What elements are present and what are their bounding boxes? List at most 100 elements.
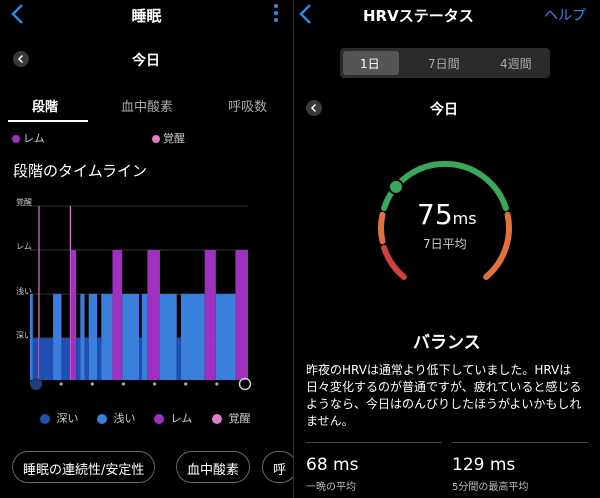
overnight-average-value: 68 ms	[306, 455, 359, 475]
timeline-tick-dot	[184, 382, 188, 386]
timeline-segment	[101, 294, 113, 380]
help-link[interactable]: ヘルプ	[544, 8, 586, 24]
selected-segment-highlight	[343, 51, 399, 75]
stage-label-light: 浅い	[16, 287, 32, 296]
hrv-description: 昨夜のHRVは通常より低下していました。HRVは日々変化するのが普通ですが、疲れ…	[306, 363, 582, 428]
previous-day-button[interactable]	[13, 51, 29, 67]
sleep-timeline-chart	[30, 205, 252, 391]
timeline-segment	[176, 338, 181, 380]
timeline-segment	[39, 338, 54, 380]
stage-label-deep: 深い	[16, 331, 32, 340]
timeline-segment	[139, 338, 142, 380]
respiration-button[interactable]: 呼	[262, 451, 293, 483]
gauge-unbalanced-low-segment	[378, 211, 386, 245]
segment-1-day[interactable]: 1日	[360, 57, 380, 71]
stage-tabs: 段階 血中酸素 呼吸数	[0, 92, 293, 122]
hrv-title: HRVステータス	[363, 7, 474, 25]
segment-4-weeks[interactable]: 4週間	[500, 57, 532, 71]
timeline-segment	[147, 250, 160, 380]
timeline-segment	[76, 338, 81, 380]
timeline-segment	[215, 294, 236, 380]
legend-item-light: 浅い	[97, 410, 136, 426]
back-arrow-icon[interactable]	[296, 2, 318, 26]
seven-day-average-label: 7日平均	[423, 237, 467, 251]
gauge-unbalanced-high-segment	[483, 211, 512, 280]
period-selector: 1日 7日間 4週間	[340, 48, 550, 78]
divider	[306, 442, 442, 443]
chevron-left-icon	[310, 103, 317, 113]
timeline-segment	[70, 250, 77, 380]
timeline-segment	[122, 294, 139, 380]
legend-item-awake-partial: 覚醒	[152, 130, 185, 146]
back-arrow-icon[interactable]	[8, 2, 30, 26]
stage-label-rem: レム	[16, 242, 32, 251]
legend-label: 深い	[56, 412, 79, 425]
timeline-tick-dot	[153, 382, 157, 386]
timeline-segment	[32, 338, 39, 380]
timeline-segment	[141, 294, 148, 380]
alarm-clock-icon	[238, 377, 252, 391]
tab-blood-oxygen[interactable]: 血中酸素	[121, 100, 174, 115]
timeline-segment	[61, 338, 70, 380]
awake-dot-icon	[212, 414, 222, 424]
light-dot-icon	[97, 414, 107, 424]
date-label: 今日	[132, 53, 160, 69]
divider	[452, 442, 588, 443]
hrv-unit: ms	[452, 209, 477, 228]
rem-dot-icon	[154, 414, 164, 424]
awake-dot-icon	[152, 135, 160, 143]
hrv-gauge	[378, 160, 512, 280]
gauge-marker	[388, 178, 404, 195]
sleep-title: 睡眠	[131, 7, 162, 25]
date-label: 今日	[430, 102, 458, 118]
active-tab-underline	[8, 120, 88, 122]
stage-label-awake: 覚醒	[16, 198, 32, 207]
highest-5min-value: 129 ms	[452, 455, 516, 475]
deep-dot-icon	[40, 414, 50, 424]
hrv-value: 75ms	[417, 198, 477, 231]
timeline-segment	[204, 250, 216, 380]
timeline-segment	[69, 206, 72, 380]
hrv-panel	[293, 0, 600, 498]
legend-label: レム	[170, 412, 193, 425]
legend-item-awake: 覚醒	[212, 410, 251, 426]
legend-label: 浅い	[113, 412, 136, 425]
legend-item-rem: レム	[154, 410, 192, 426]
sleep-header: 睡眠	[0, 0, 293, 30]
timeline-tick-dot	[215, 382, 219, 386]
more-options-icon[interactable]	[273, 4, 279, 24]
sleep-continuity-button[interactable]: 睡眠の連続性/安定性	[12, 451, 156, 483]
overnight-average-label: 一晩の平均	[306, 482, 356, 493]
timeline-tick-dot	[59, 382, 63, 386]
timeline-segment	[88, 294, 98, 380]
timeline-segment	[180, 294, 205, 380]
timeline-segment	[30, 294, 33, 380]
previous-day-button[interactable]	[306, 100, 322, 116]
timeline-segment	[159, 294, 177, 380]
legend-label: 覚醒	[228, 412, 251, 425]
legend-item-deep: 深い	[40, 410, 79, 426]
timeline-segment	[53, 294, 62, 380]
segment-7-days[interactable]: 7日間	[428, 57, 460, 71]
timeline-tick-dot	[121, 382, 125, 386]
gauge-low-segment	[381, 244, 407, 280]
hrv-status: バランス	[413, 333, 481, 353]
zzz-icon	[30, 378, 42, 390]
timeline-segment	[38, 206, 40, 380]
timeline-segment	[80, 294, 85, 380]
timeline-segment	[84, 338, 89, 380]
timeline-tick-dot	[90, 382, 94, 386]
chevron-left-icon	[17, 54, 24, 64]
legend-label: レム	[23, 132, 45, 145]
tab-respiration[interactable]: 呼吸数	[228, 100, 268, 115]
legend-label: 覚醒	[163, 132, 185, 145]
rem-dot-icon	[12, 135, 20, 143]
blood-oxygen-button[interactable]: 血中酸素	[176, 451, 251, 483]
timeline-segment	[97, 338, 102, 380]
timeline-segment	[235, 250, 248, 380]
legend-item-rem-partial: レム	[12, 130, 45, 146]
highest-5min-label: 5分間の最高平均	[452, 482, 529, 493]
tab-stages[interactable]: 段階	[32, 100, 59, 115]
sleep-panel: 睡眠 今日 段階 血中酸素 呼吸数 レム 覚醒 段階のタイムライン 覚醒 レム …	[0, 0, 293, 498]
timeline-title: 段階のタイムライン	[13, 162, 147, 180]
